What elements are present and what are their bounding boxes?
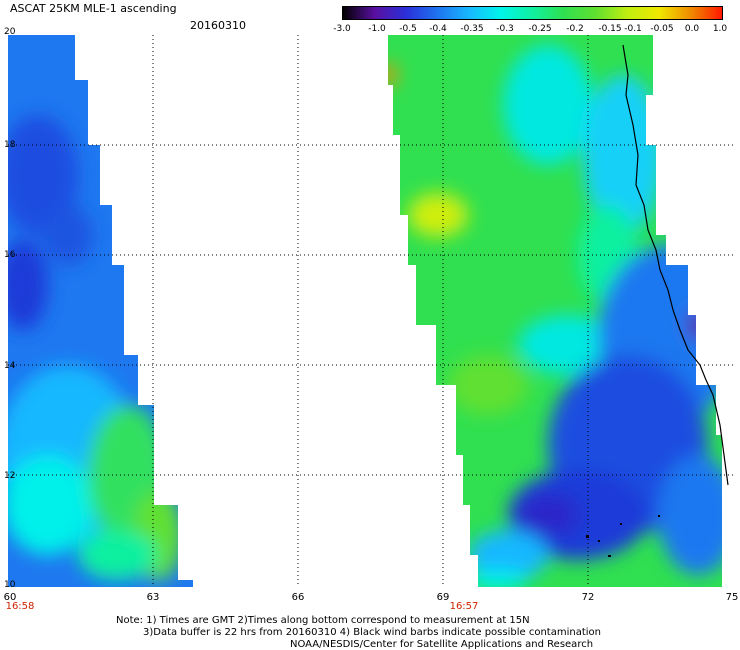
product-title: ASCAT 25KM MLE-1 ascending (10, 2, 177, 15)
colorbar-tick: -1.0 (368, 24, 386, 34)
colorbar-tick: -0.2 (566, 24, 584, 34)
lat-label: 12 (4, 471, 16, 481)
pass-time-west: 16:58 (5, 601, 35, 612)
colorbar-tick: -3.0 (333, 24, 351, 34)
lat-label: 16 (4, 250, 16, 260)
lon-label: 69 (436, 592, 450, 603)
lat-label: 10 (4, 580, 16, 590)
swath-west (8, 35, 193, 587)
lon-label: 75 (725, 592, 739, 603)
colorbar-tick: -0.3 (496, 24, 514, 34)
lat-label: 14 (4, 361, 16, 371)
colorbar (342, 6, 723, 20)
lon-label: 72 (581, 592, 595, 603)
map-panel (8, 35, 733, 587)
pass-time-east: 16:57 (449, 601, 479, 612)
colorbar-tick: 1.0 (712, 24, 728, 34)
footnote-line-2: 3)Data buffer is 22 hrs from 20160310 4)… (143, 627, 601, 638)
map-svg (8, 35, 733, 587)
colorbar-ticks: -3.0 -1.0 -0.5 -0.4 -0.35 -0.3 -0.25 -0.… (330, 24, 730, 36)
swath-east (388, 35, 722, 587)
colorbar-tick: -0.4 (429, 24, 447, 34)
lat-label: 18 (4, 140, 16, 150)
lon-label: 66 (291, 592, 305, 603)
colorbar-tick: -0.25 (528, 24, 552, 34)
lon-label: 63 (146, 592, 160, 603)
islands (586, 515, 660, 557)
footnote-line-1: Note: 1) Times are GMT 2)Times along bot… (116, 615, 530, 626)
lon-label: 60 (3, 592, 17, 603)
colorbar-tick: -0.1 (624, 24, 642, 34)
colorbar-tick: -0.35 (460, 24, 484, 34)
product-date: 20160310 (190, 19, 246, 32)
colorbar-tick: -0.05 (650, 24, 674, 34)
colorbar-tick: 0.0 (684, 24, 700, 34)
colorbar-tick: -0.5 (399, 24, 417, 34)
coastline (622, 44, 729, 486)
footnote-credit: NOAA/NESDIS/Center for Satellite Applica… (290, 639, 594, 650)
graticule (8, 35, 733, 587)
lat-label: 20 (4, 27, 16, 37)
colorbar-tick: -0.15 (598, 24, 622, 34)
